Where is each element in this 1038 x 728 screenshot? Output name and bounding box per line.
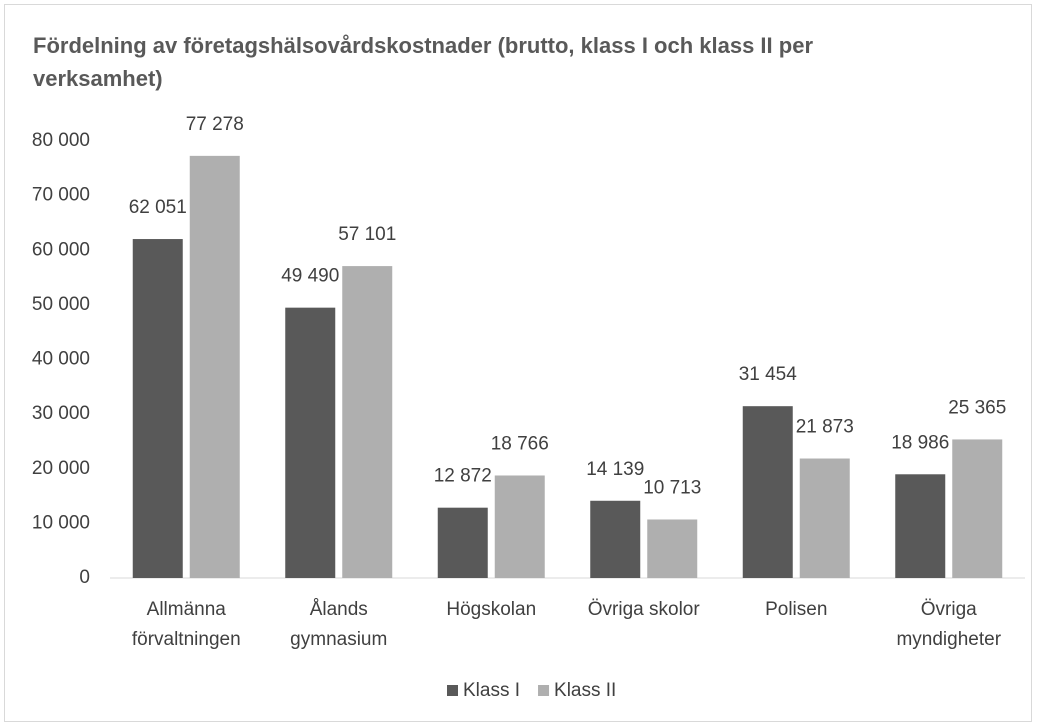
y-tick-label: 50 000 xyxy=(32,294,90,315)
bar xyxy=(437,507,488,578)
data-label: 10 713 xyxy=(643,477,701,498)
x-tick-label: Övriga xyxy=(921,599,977,620)
y-tick-label: 30 000 xyxy=(32,403,90,424)
data-label: 57 101 xyxy=(338,224,396,245)
bar xyxy=(799,458,850,578)
bar xyxy=(189,155,240,578)
bar xyxy=(590,500,641,578)
data-label: 49 490 xyxy=(281,266,339,287)
legend-label: Klass I xyxy=(463,680,520,701)
y-tick-label: 60 000 xyxy=(32,239,90,260)
data-label: 62 051 xyxy=(129,197,187,218)
data-label: 18 986 xyxy=(891,432,949,453)
x-tick-label: gymnasium xyxy=(290,629,387,650)
y-tick-label: 20 000 xyxy=(32,458,90,479)
legend-label: Klass II xyxy=(554,680,616,701)
data-label: 18 766 xyxy=(491,434,549,455)
legend-swatch xyxy=(447,685,458,696)
bar xyxy=(342,266,393,578)
y-tick-label: 10 000 xyxy=(32,512,90,533)
bar xyxy=(647,519,698,578)
legend-swatch xyxy=(538,685,550,696)
y-tick-label: 0 xyxy=(79,567,90,588)
x-tick-label: Övriga skolor xyxy=(588,599,701,620)
data-label: 21 873 xyxy=(796,417,854,438)
bar xyxy=(285,307,336,578)
data-label: 25 365 xyxy=(948,397,1006,418)
x-tick-label: Polisen xyxy=(765,599,827,620)
bar xyxy=(952,439,1003,578)
chart-title: Fördelning av företagshälsovårdskostnade… xyxy=(33,33,814,91)
y-tick-label: 40 000 xyxy=(32,349,90,370)
y-tick-label: 80 000 xyxy=(32,130,90,151)
bar xyxy=(494,475,545,578)
bar xyxy=(895,474,946,578)
data-label: 12 872 xyxy=(434,466,492,487)
x-tick-label: Högskolan xyxy=(446,599,536,620)
bar xyxy=(132,239,183,578)
x-tick-label: Allmänna xyxy=(147,599,227,620)
data-label: 14 139 xyxy=(586,459,644,480)
x-tick-label: förvaltningen xyxy=(132,629,241,650)
data-label: 77 278 xyxy=(186,114,244,135)
bar xyxy=(742,406,793,578)
y-tick-label: 70 000 xyxy=(32,185,90,206)
data-label: 31 454 xyxy=(739,364,798,385)
x-tick-label: myndigheter xyxy=(896,629,1001,650)
chart-frame: Fördelning av företagshälsovårdskostnade… xyxy=(4,4,1032,722)
x-tick-label: Ålands xyxy=(310,599,368,620)
